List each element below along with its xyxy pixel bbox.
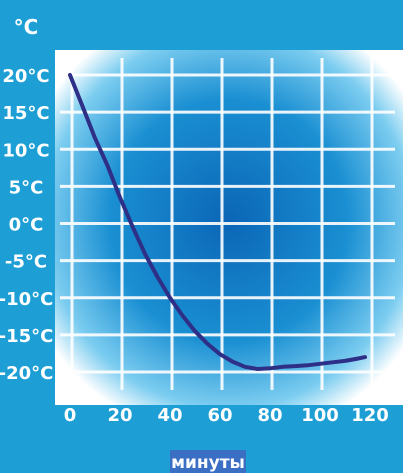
series-line: [68, 73, 367, 371]
y-tick-label: -10°C: [0, 289, 53, 310]
y-tick-label: -20°C: [0, 363, 53, 384]
x-tick-label: 60: [207, 405, 232, 426]
y-tick-label: 15°C: [2, 103, 49, 124]
plot-area: [55, 50, 403, 405]
y-unit-label: °C: [14, 15, 39, 39]
y-tick-label: 10°C: [2, 140, 49, 161]
x-tick-label: 0: [64, 405, 77, 426]
x-tick-labels: 0 20 40 60 80 100 120: [64, 405, 389, 426]
x-tick-label: 20: [107, 405, 132, 426]
grid-lines: [60, 58, 395, 390]
x-tick-label: 40: [157, 405, 182, 426]
y-tick-label: -5°C: [5, 252, 47, 273]
y-tick-labels: 20°C 15°C 10°C 5°C 0°C -5°C -10°C -15°C -20°C: [0, 66, 53, 384]
y-tick-label: -15°C: [0, 326, 53, 347]
y-tick-label: 0°C: [9, 215, 44, 236]
x-tick-label: 120: [351, 405, 389, 426]
x-axis-title-box: [170, 450, 246, 473]
x-tick-label: 80: [257, 405, 282, 426]
x-tick-label: 100: [301, 405, 339, 426]
x-axis-title: минуты: [171, 453, 245, 473]
y-tick-label: 5°C: [9, 177, 44, 198]
y-tick-label: 20°C: [2, 66, 49, 87]
series-line-layer: [68, 73, 367, 371]
